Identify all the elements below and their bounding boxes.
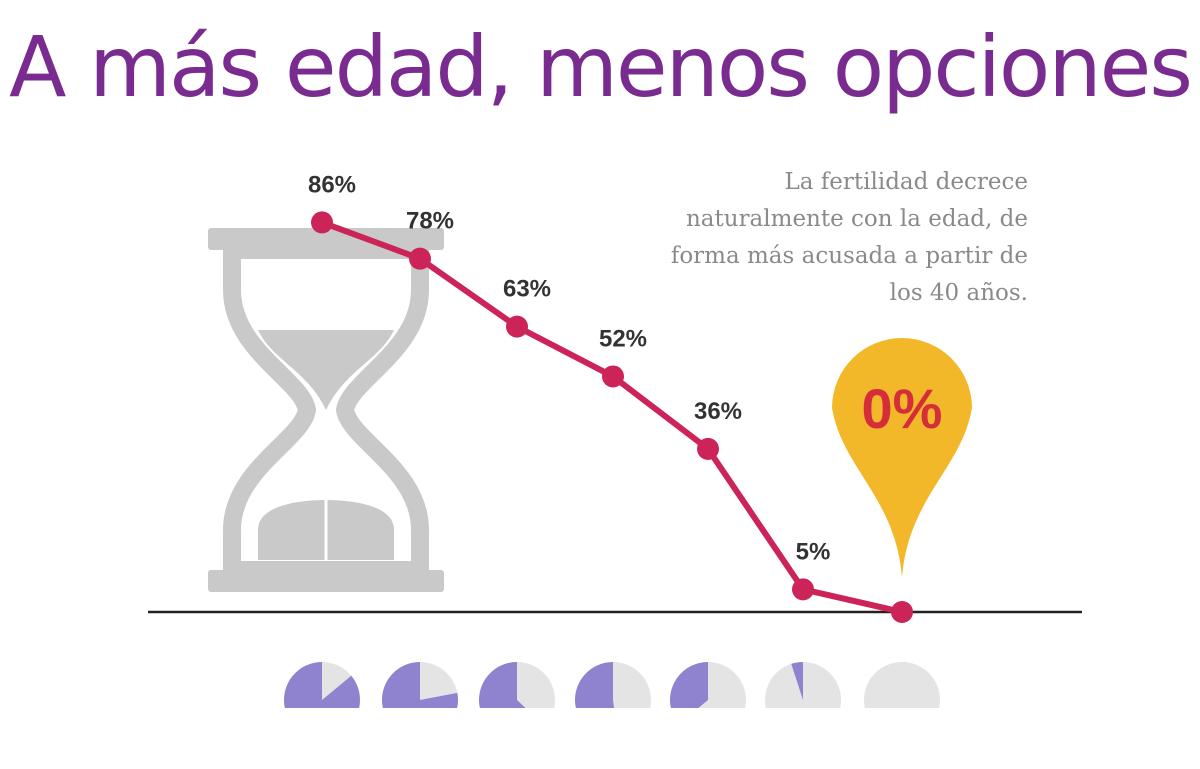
chart-subtitle: La fertilidad decrece naturalmente con l… [670,169,1028,306]
value-label: 36% [694,398,742,425]
value-label: 86% [308,171,356,198]
hourglass [208,228,444,592]
value-label: 78% [406,208,454,235]
data-point [697,437,719,460]
data-point [409,247,431,270]
bottom-fade [0,708,1200,769]
pie-slice [791,662,803,700]
data-point [792,578,814,601]
data-point [891,601,913,623]
data-point [506,315,528,338]
highlight-pin [832,338,972,578]
chart-title: A más edad, menos opciones [8,18,1193,116]
value-label: 52% [599,325,647,352]
value-label: 0% [862,377,943,440]
data-point [602,365,624,388]
value-label: 63% [503,276,551,303]
value-label: 5% [796,538,831,565]
data-point [311,211,333,234]
